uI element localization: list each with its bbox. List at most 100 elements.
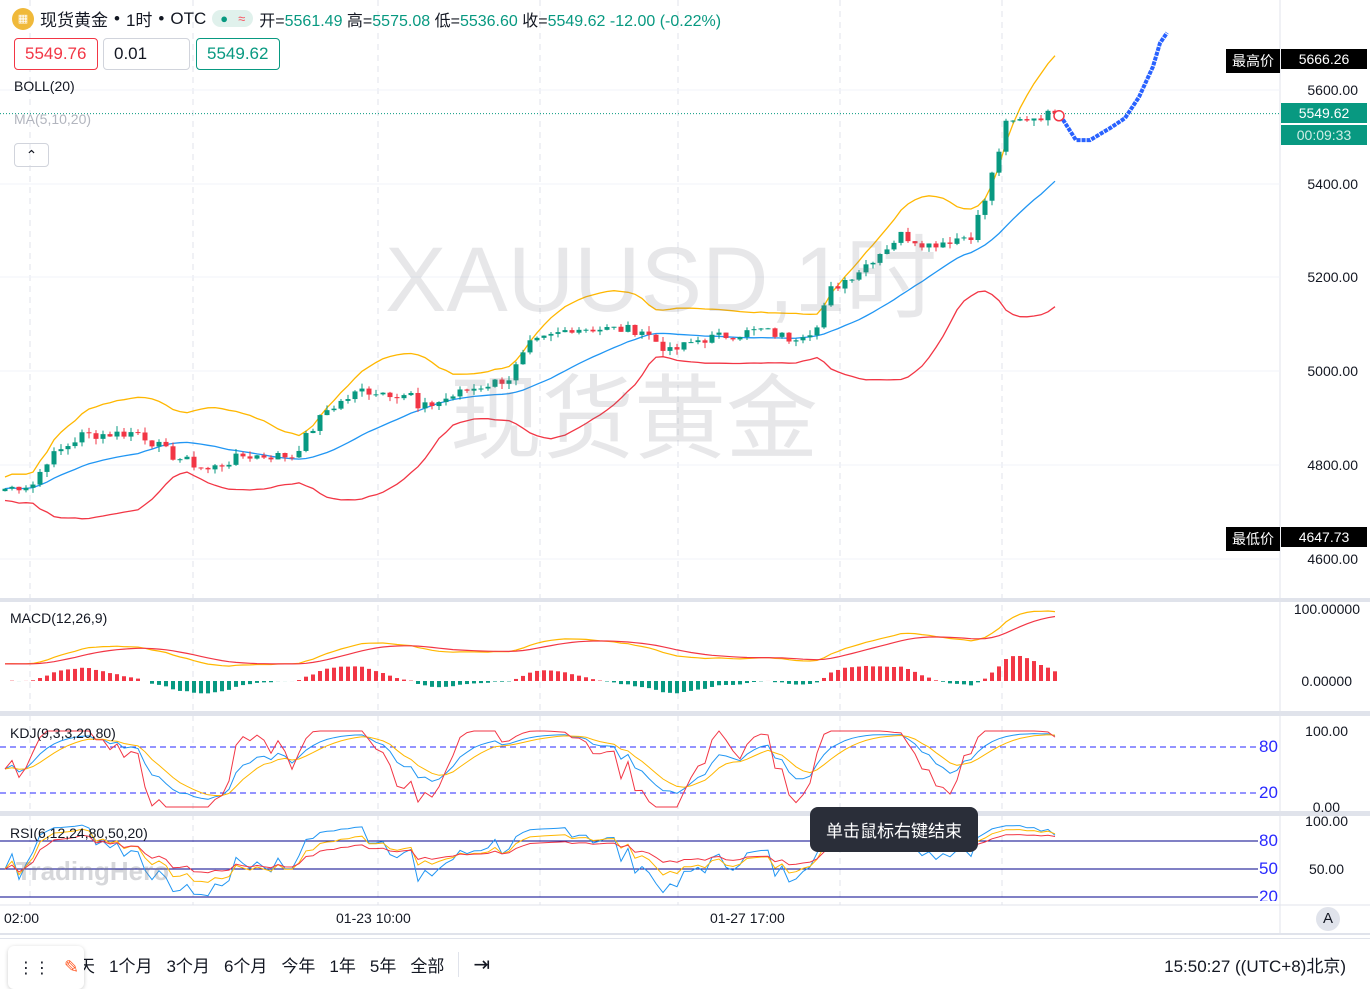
candle-body (681, 342, 687, 350)
range-ytd[interactable]: 今年 (281, 956, 316, 976)
macd-histogram-bar (689, 681, 693, 691)
candle-body (688, 342, 694, 344)
candle-body (667, 347, 673, 351)
candle-body (723, 332, 729, 339)
candle-body (842, 280, 848, 289)
macd-histogram-bar (563, 672, 567, 681)
macd-histogram-bar (1046, 667, 1050, 681)
sell-button[interactable]: 5549.76 (14, 38, 98, 70)
candle-body (954, 238, 960, 244)
high-value: 5575.08 (372, 12, 431, 30)
candle-body (1038, 118, 1044, 121)
macd-histogram-bar (297, 680, 301, 681)
candle-body (548, 333, 554, 336)
macd-histogram-bar (269, 681, 273, 683)
macd-histogram-bar (731, 681, 735, 685)
drag-handle-icon[interactable]: ⋮⋮ (18, 959, 50, 977)
candle-body (261, 455, 267, 458)
macd-histogram-bar (577, 675, 581, 681)
candle-body (310, 430, 316, 434)
candle-body (254, 455, 260, 459)
macd-histogram-bar (521, 675, 525, 681)
drawing-widget[interactable]: ⋮⋮ ✎ (8, 946, 84, 989)
macd-histogram-bar (199, 681, 203, 694)
macd-legend[interactable]: MACD(12,26,9) (10, 610, 108, 626)
candle-body (394, 397, 400, 399)
macd-histogram-bar (710, 681, 714, 687)
macd-histogram-bar (87, 668, 91, 681)
macd-histogram-bar (101, 671, 105, 681)
candle-body (737, 336, 743, 340)
rsi-legend[interactable]: RSI(6,12,24,80,50,20) (10, 825, 148, 841)
quantity-input[interactable]: 0.01 (103, 38, 190, 70)
candle-body (205, 467, 211, 470)
candle-body (86, 432, 92, 434)
candle-body (352, 391, 358, 400)
candle-body (170, 446, 176, 460)
range-5y[interactable]: 5年 (369, 956, 397, 976)
range-1m[interactable]: 1个月 (109, 956, 153, 976)
macd-histogram-bar (682, 681, 686, 693)
macd-histogram-bar (668, 681, 672, 693)
price-tick: 5200.00 (1307, 269, 1358, 285)
candle-body (492, 379, 498, 387)
candle-body (912, 241, 918, 244)
macd-histogram-bar (1004, 659, 1008, 681)
candle-body (996, 151, 1002, 173)
macd-histogram-bar (430, 681, 434, 687)
chart-canvas[interactable] (0, 0, 1370, 935)
brush-icon[interactable]: ✎ (64, 957, 80, 977)
macd-histogram-bar (752, 681, 756, 683)
macd-tick: 100.00000 (1293, 601, 1360, 617)
macd-histogram-bar (640, 681, 644, 688)
range-1y[interactable]: 1年 (329, 956, 356, 976)
interval[interactable]: 1时 (125, 11, 153, 30)
macd-histogram-bar (115, 674, 119, 681)
range-6m[interactable]: 6个月 (223, 956, 268, 976)
candle-body (821, 305, 827, 328)
pane-divider (0, 811, 1370, 816)
macd-histogram-bar (479, 681, 483, 684)
boll-legend[interactable]: BOLL(20) (14, 78, 75, 94)
candle-body (1003, 120, 1009, 152)
market-status[interactable]: ● ≈ (212, 10, 254, 27)
candle-body (793, 340, 799, 342)
kdj-d-line (4, 734, 1056, 796)
range-all[interactable]: 全部 (410, 956, 445, 976)
auto-scale-button[interactable]: A (1316, 907, 1340, 931)
macd-histogram-bar (360, 666, 364, 681)
range-3m[interactable]: 3个月 (166, 956, 210, 976)
macd-histogram-bar (675, 681, 679, 694)
macd-histogram-bar (514, 678, 518, 681)
macd-histogram-bar (990, 672, 994, 681)
candle-body (156, 441, 162, 447)
macd-histogram-bar (969, 681, 973, 686)
macd-histogram-bar (647, 681, 651, 689)
macd-histogram-bar (815, 681, 819, 683)
candle-body (597, 329, 603, 332)
macd-histogram-bar (1011, 656, 1015, 681)
kdj-legend[interactable]: KDJ(9,3,3,20,80) (10, 725, 116, 741)
candle-body (527, 340, 533, 353)
macd-histogram-bar (976, 681, 980, 683)
candle-body (646, 331, 652, 335)
candle-body (877, 253, 883, 263)
macd-histogram-bar (451, 681, 455, 687)
buy-button[interactable]: 5549.62 (196, 38, 280, 70)
candle-body (191, 456, 197, 468)
candle-body (275, 453, 281, 460)
collapse-legend-button[interactable]: ⌃ (14, 143, 49, 167)
kdj-tick: 0.00 (1312, 799, 1340, 815)
macd-histogram-bar (339, 666, 343, 681)
ma-legend[interactable]: MA(5,10,20) (14, 111, 92, 127)
symbol-name[interactable]: 现货黄金 (40, 11, 108, 30)
macd-histogram-bar (745, 681, 749, 684)
wave-icon: ≈ (238, 11, 246, 26)
macd-histogram-bar (899, 666, 903, 681)
candle-body (541, 335, 547, 338)
macd-histogram-bar (1032, 661, 1036, 681)
candle-body (422, 402, 428, 409)
candle-body (345, 399, 351, 401)
go-to-date-icon[interactable]: ⇥ (458, 951, 490, 977)
clock-timezone[interactable]: 15:50:27 ((UTC+8)北京) (1164, 956, 1346, 976)
